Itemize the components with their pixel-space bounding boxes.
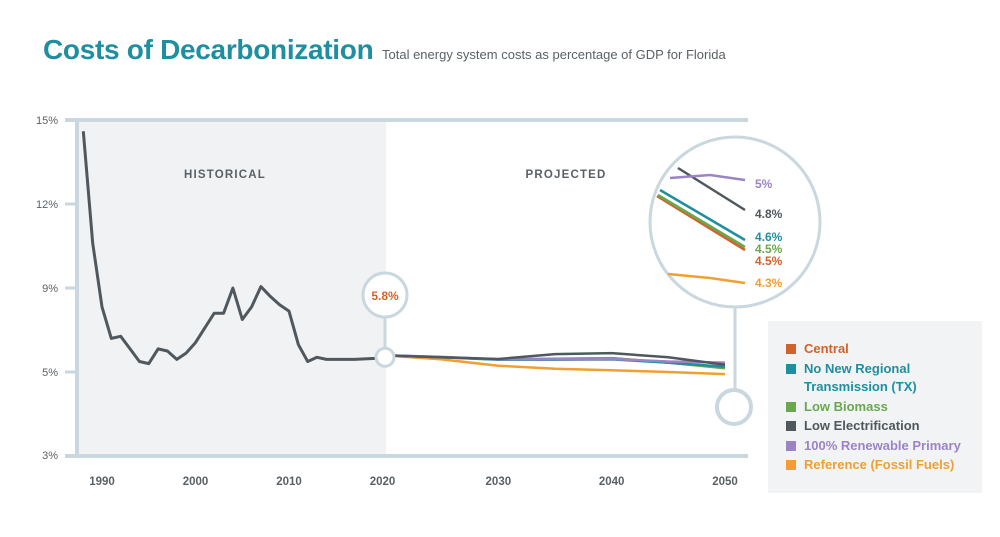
callout-bubble — [361, 271, 409, 319]
projected-label: PROJECTED — [525, 169, 606, 181]
end-value-label-low-biomass: 4.5% — [755, 242, 783, 256]
magnifier-point-marker — [715, 388, 753, 426]
zoom-line-low-biomass — [657, 193, 746, 249]
callout-point-marker — [374, 346, 396, 368]
x-tick-label: 2030 — [486, 476, 512, 488]
legend-label: Low Electrification — [804, 418, 920, 433]
x-tick-label: 2040 — [599, 476, 625, 488]
series-line-reference-fossil-fuels — [382, 353, 726, 376]
legend-label: Central — [804, 341, 849, 356]
legend-swatch — [786, 421, 796, 431]
zoom-line-low-electrification — [677, 166, 746, 212]
x-tick-label: 1990 — [89, 476, 115, 488]
x-tick-label: 2020 — [370, 476, 396, 488]
y-tick-label: 15% — [36, 115, 58, 127]
legend-swatch — [786, 401, 796, 412]
zoom-line-no-new-regional-transmission-tx — [659, 188, 746, 242]
callout-value-label: 5.8% — [371, 289, 399, 303]
end-value-label-100-renewable-primary: 5% — [755, 177, 773, 191]
legend-swatch — [786, 460, 796, 470]
magnifier-circle — [648, 135, 822, 309]
y-tick-label: 9% — [42, 283, 58, 295]
legend-label: Reference (Fossil Fuels) — [804, 457, 955, 472]
legend-label: Low Biomass — [804, 398, 888, 414]
historical-label: HISTORICAL — [184, 169, 266, 181]
end-value-label-central: 4.5% — [755, 254, 783, 268]
legend: Central No New Regional Transmission (TX) L… — [768, 321, 982, 493]
y-tick-label: 5% — [42, 367, 58, 379]
zoom-line-100-renewable-primary — [669, 173, 746, 182]
end-value-label-no-new-regional-transmission-tx: 4.6% — [755, 230, 783, 244]
legend-swatch — [786, 440, 796, 451]
y-tick-label: 12% — [36, 199, 58, 211]
legend-swatch — [786, 344, 796, 354]
legend-label: No New Regional Transmission (TX) — [804, 360, 917, 394]
legend-swatch — [786, 363, 796, 374]
end-value-label-reference-fossil-fuels: 4.3% — [755, 276, 783, 290]
historical-line — [81, 131, 378, 366]
series-line-low-electrification — [382, 351, 726, 366]
zoom-line-central — [656, 194, 746, 252]
x-tick-label: 2050 — [712, 476, 738, 488]
chart-subtitle: Total energy system costs as percentage … — [382, 47, 726, 62]
legend-label: 100% Renewable Primary — [804, 437, 961, 453]
end-value-label-low-electrification: 4.8% — [755, 207, 783, 221]
zoom-line-reference-fossil-fuels — [667, 272, 746, 285]
y-tick-label: 3% — [42, 450, 58, 462]
chart-title: Costs of Decarbonization — [43, 34, 374, 65]
x-tick-label: 2010 — [276, 476, 302, 488]
x-tick-label: 2000 — [183, 476, 209, 488]
